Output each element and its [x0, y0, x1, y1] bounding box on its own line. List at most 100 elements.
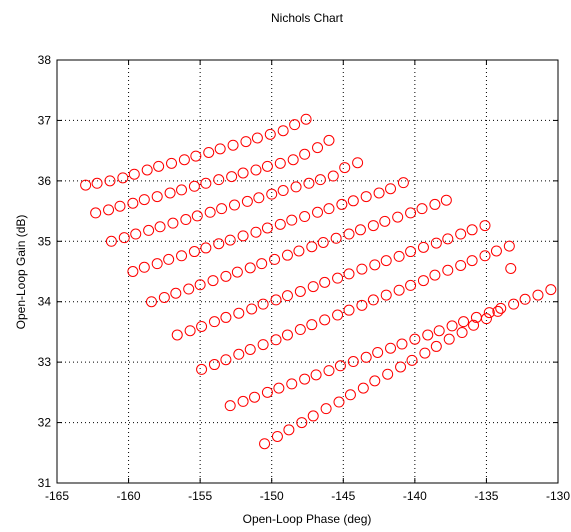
data-point: [294, 285, 306, 297]
data-point: [440, 194, 452, 206]
data-point: [261, 386, 273, 398]
data-point: [314, 174, 326, 186]
data-point: [319, 314, 331, 326]
data-point: [466, 224, 478, 236]
data-point: [286, 378, 298, 390]
data-point: [145, 296, 157, 308]
data-point: [253, 192, 265, 204]
data-point: [442, 233, 454, 245]
data-point: [277, 185, 289, 197]
data-point: [405, 246, 417, 258]
data-point: [200, 177, 212, 189]
data-point: [264, 128, 276, 140]
data-point: [237, 167, 249, 179]
data-point: [104, 175, 116, 187]
x-tick-label: -145: [331, 489, 355, 503]
data-point: [251, 132, 263, 144]
data-point: [505, 262, 517, 274]
data-point: [356, 263, 368, 275]
data-point: [257, 339, 269, 351]
x-tick-label: -135: [474, 489, 498, 503]
data-point: [532, 289, 544, 301]
data-point: [490, 245, 502, 257]
data-point: [220, 270, 232, 282]
data-point: [417, 241, 429, 253]
data-point: [196, 320, 208, 332]
y-tick-label: 37: [38, 113, 52, 127]
data-point: [289, 119, 301, 131]
data-point: [422, 329, 434, 341]
data-point: [196, 363, 208, 375]
data-point: [319, 276, 331, 288]
data-point: [105, 235, 117, 247]
y-tick-label: 32: [38, 416, 52, 430]
data-point: [170, 287, 182, 299]
data-point: [406, 354, 418, 366]
data-point: [380, 289, 392, 301]
data-point: [296, 417, 308, 429]
data-point: [330, 232, 342, 244]
data-point: [227, 139, 239, 151]
data-point: [127, 197, 139, 209]
data-point: [405, 279, 417, 291]
data-point: [430, 340, 442, 352]
data-point: [339, 162, 351, 174]
data-point: [373, 187, 385, 199]
data-point: [163, 253, 175, 265]
data-point: [281, 290, 293, 302]
data-point: [456, 327, 468, 339]
data-point: [352, 157, 364, 169]
data-point: [213, 238, 225, 250]
data-point: [480, 313, 492, 325]
data-point: [360, 351, 372, 363]
y-tick-label: 35: [38, 234, 52, 248]
data-point: [310, 369, 322, 381]
data-point: [240, 136, 252, 148]
data-point: [369, 375, 381, 387]
data-point: [190, 150, 202, 162]
data-point: [336, 198, 348, 210]
data-point: [158, 291, 170, 303]
data-point: [270, 334, 282, 346]
y-axis-label: Open-Loop Gain (dB): [14, 215, 28, 330]
data-point: [458, 316, 470, 328]
data-point: [151, 258, 163, 270]
data-point: [545, 284, 557, 296]
data-point: [200, 242, 212, 254]
data-point: [299, 148, 311, 160]
data-point: [367, 220, 379, 232]
data-point: [307, 410, 319, 422]
data-point: [372, 346, 384, 358]
data-point: [266, 188, 278, 200]
data-point: [385, 342, 397, 354]
data-point: [380, 255, 392, 267]
data-point: [483, 307, 495, 319]
data-point: [446, 320, 458, 332]
data-point: [416, 203, 428, 215]
data-point: [382, 368, 394, 380]
data-point: [508, 298, 520, 310]
data-point: [153, 160, 165, 172]
data-point: [495, 302, 507, 314]
data-point: [492, 305, 504, 317]
data-point: [283, 424, 295, 436]
data-point: [290, 181, 302, 193]
data-point: [468, 319, 480, 331]
data-point: [103, 204, 115, 216]
data-point: [417, 275, 429, 287]
data-point: [320, 403, 332, 415]
data-point: [138, 194, 150, 206]
data-point: [281, 249, 293, 261]
data-point: [167, 217, 179, 229]
x-tick-label: -155: [188, 489, 212, 503]
data-point: [299, 211, 311, 223]
data-point: [188, 180, 200, 192]
data-point: [343, 228, 355, 240]
y-tick-label: 34: [38, 295, 52, 309]
data-point: [176, 250, 188, 262]
data-point: [127, 266, 139, 277]
data-point: [228, 199, 240, 211]
data-point: [293, 245, 305, 257]
data-point: [274, 218, 286, 230]
data-point: [80, 179, 92, 191]
